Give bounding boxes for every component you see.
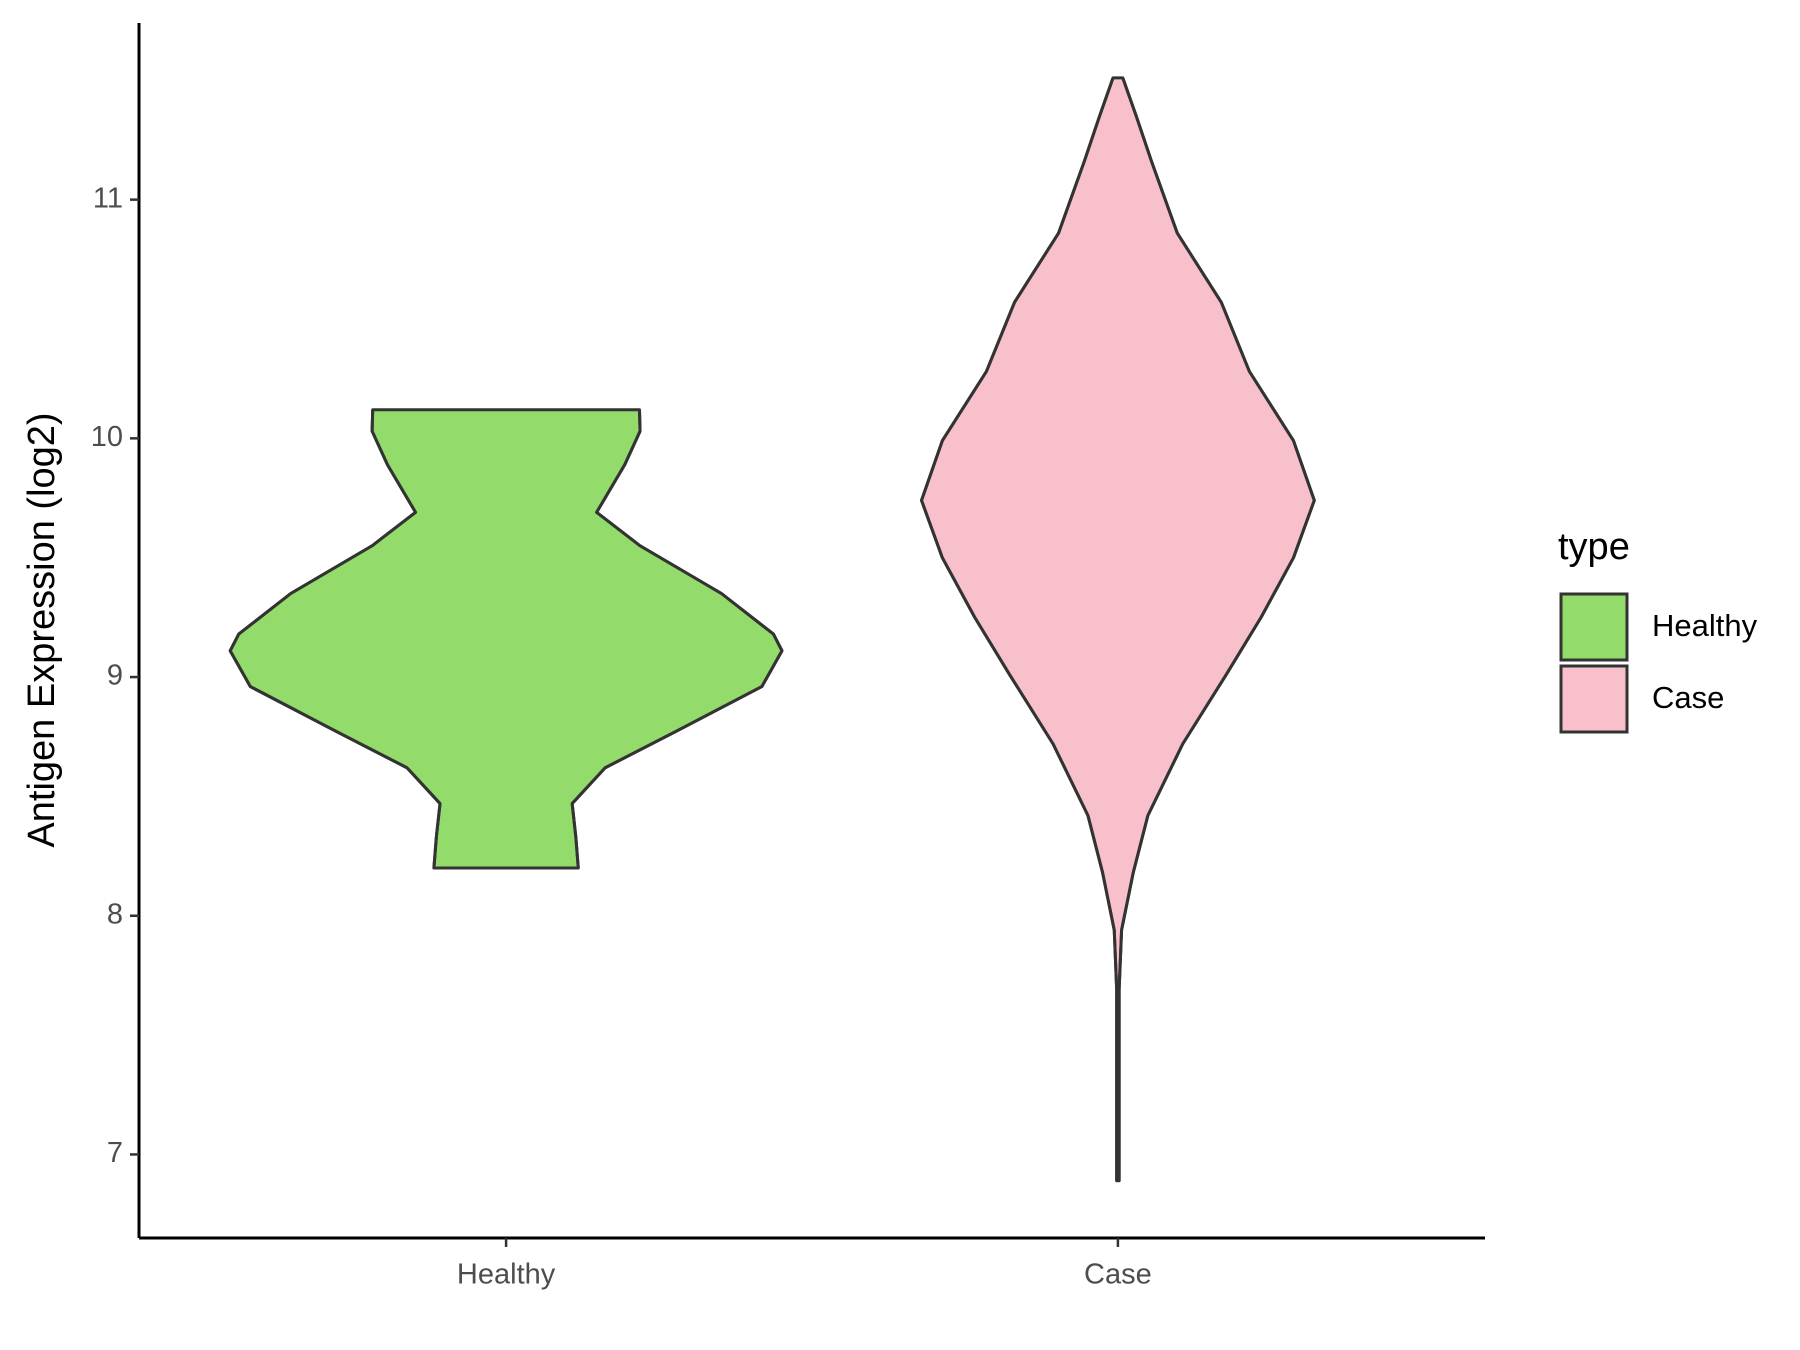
violin-right xyxy=(1117,77,1316,1181)
y-axis-title: Antigen Expression (log2) xyxy=(21,412,63,847)
y-tick-label: 8 xyxy=(107,898,123,930)
legend-key xyxy=(1559,592,1629,662)
legend-title: type xyxy=(1558,526,1630,568)
x-tick-label: Healthy xyxy=(457,1259,556,1291)
legend-key xyxy=(1559,664,1629,734)
y-tick-label: 9 xyxy=(107,660,123,692)
legend-label: Healthy xyxy=(1652,608,1758,643)
legend-label: Case xyxy=(1652,680,1724,715)
y-tick-label: 7 xyxy=(107,1137,123,1169)
y-tick-label: 10 xyxy=(91,421,123,453)
violin-left xyxy=(920,77,1119,1181)
y-tick-label: 11 xyxy=(93,182,123,214)
x-tick-label: Case xyxy=(1084,1259,1152,1291)
violin-left xyxy=(228,409,442,869)
violin-right xyxy=(570,409,784,869)
